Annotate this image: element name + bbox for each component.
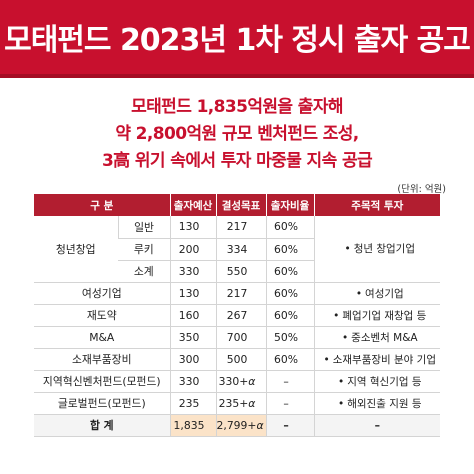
table-row: 재도약 160 267 60% • 폐업기업 재창업 등 xyxy=(34,304,441,327)
investment-cell: 350 xyxy=(169,326,217,349)
investment-cell: 300 xyxy=(169,348,217,371)
sub-category: 소계 xyxy=(118,260,171,283)
table-header-row: 구 분 출자예산 결성목표 출자비율 주목적 투자 xyxy=(34,194,441,216)
headline-line-1: 모태펀드 1,835억원을 출자해 xyxy=(131,97,343,117)
content-card: 모태펀드 1,835억원을 출자해 약 2,800억원 규모 벤처펀드 조성, … xyxy=(10,78,464,468)
target-cell: 217 xyxy=(215,282,267,305)
focus-text: 지역 혁신기업 등 xyxy=(347,375,422,388)
category-cell: 지역혁신벤처펀드(모펀드) xyxy=(34,370,171,393)
target-cell: 700 xyxy=(215,326,267,349)
sub-category: 루키 xyxy=(118,238,171,261)
target-alpha: α xyxy=(248,374,256,388)
target-alpha: α xyxy=(248,396,256,410)
focus-cell: • 지역 혁신기업 등 xyxy=(313,370,441,393)
table-row: 여성기업 130 217 60% • 여성기업 xyxy=(34,282,441,305)
table-row: 지역혁신벤처펀드(모펀드) 330 330+α – • 지역 혁신기업 등 xyxy=(34,370,441,393)
bullet-mark: • xyxy=(338,375,345,388)
total-label: 합 계 xyxy=(34,414,171,437)
focus-cell: • 중소벤처 M&A xyxy=(313,326,441,349)
investment-cell: 130 xyxy=(169,216,217,239)
ratio-cell: 60% xyxy=(265,304,315,327)
header-investment: 출자예산 xyxy=(169,194,217,216)
investment-cell: 235 xyxy=(169,392,217,415)
focus-text: 해외진출 지원 등 xyxy=(347,397,422,410)
table-row: 소재부품장비 300 500 60% • 소재부품장비 분야 기업 xyxy=(34,348,441,371)
total-row: 합 계 1,835 2,799+α – – xyxy=(34,414,441,437)
investment-cell: 130 xyxy=(169,282,217,305)
title-banner: 모태펀드 2023년 1차 정시 출자 공고 xyxy=(0,0,474,78)
target-cell: 267 xyxy=(215,304,267,327)
category-cell: 여성기업 xyxy=(34,282,171,305)
target-value: 330+ xyxy=(218,374,249,388)
table-row: 루키 200 334 60% xyxy=(34,238,440,261)
headline-line-3: 3高 위기 속에서 투자 마중물 지속 공급 xyxy=(101,151,373,171)
target-cell: 217 xyxy=(215,216,267,239)
header-category: 구 분 xyxy=(34,194,171,216)
investment-cell: 200 xyxy=(169,238,217,261)
header-ratio: 출자비율 xyxy=(265,194,315,216)
focus-cell: • 여성기업 xyxy=(313,282,441,305)
ratio-cell: – xyxy=(265,392,315,415)
table-row: 글로벌펀드(모펀드) 235 235+α – • 해외진출 지원 등 xyxy=(34,392,441,415)
target-cell: 330+α xyxy=(215,370,267,393)
target-value: 700 xyxy=(226,330,248,344)
focus-text: 여성기업 xyxy=(365,287,404,300)
category-cell: 재도약 xyxy=(34,304,171,327)
ratio-cell: 60% xyxy=(265,282,315,305)
sub-category: 일반 xyxy=(117,216,171,239)
group-label-youth: 청년창업 xyxy=(34,216,118,283)
ratio-cell: – xyxy=(265,370,315,393)
target-cell: 550 xyxy=(215,260,267,283)
focus-cell: • 해외진출 지원 등 xyxy=(313,392,441,415)
table-row: 소계 330 550 60% xyxy=(34,260,440,283)
total-target-alpha: α xyxy=(256,418,264,432)
target-cell: 334 xyxy=(215,238,267,261)
header-target: 결성목표 xyxy=(215,194,267,216)
bullet-mark: • xyxy=(341,331,349,344)
focus-text: 중소벤처 M&A xyxy=(351,331,418,344)
ratio-cell: 60% xyxy=(265,216,315,239)
target-value: 267 xyxy=(226,308,248,322)
investment-cell: 330 xyxy=(169,260,217,283)
target-value: 500 xyxy=(226,352,248,366)
focus-text: 청년 창업기업 xyxy=(353,243,416,256)
headline-line-2: 약 2,800억원 규모 벤처펀드 조성, xyxy=(115,124,359,144)
banner-title: 모태펀드 2023년 1차 정시 출자 공고 xyxy=(4,23,471,58)
ratio-cell: 50% xyxy=(265,326,315,349)
ratio-cell: 60% xyxy=(265,238,315,261)
bullet-mark: • xyxy=(323,353,330,366)
focus-cell: • 소재부품장비 분야 기업 xyxy=(313,348,441,371)
fund-table: 구 분 출자예산 결성목표 출자비율 주목적 투자 청년창업 일반 130 21… xyxy=(34,194,441,437)
focus-text: 소재부품장비 분야 기업 xyxy=(332,353,436,366)
bullet-mark: • xyxy=(355,287,363,300)
header-focus: 주목적 투자 xyxy=(313,194,441,216)
investment-cell: 160 xyxy=(169,304,217,327)
ratio-cell: 60% xyxy=(265,348,315,371)
total-target: 2,799+α xyxy=(215,414,267,437)
total-target-value: 2,799+ xyxy=(216,418,257,432)
category-cell: 글로벌펀드(모펀드) xyxy=(34,392,171,415)
unit-note: (단위: 억원) xyxy=(397,184,446,195)
ratio-cell: 60% xyxy=(265,260,315,283)
target-cell: 235+α xyxy=(215,392,267,415)
focus-cell: • 폐업기업 재창업 등 xyxy=(313,304,441,327)
investment-cell: 330 xyxy=(169,370,217,393)
category-cell: M&A xyxy=(34,326,171,349)
target-cell: 500 xyxy=(215,348,267,371)
total-focus: – xyxy=(313,414,441,437)
bullet-mark: • xyxy=(344,243,351,256)
target-value: 235+ xyxy=(218,396,249,410)
table-row: 청년창업 일반 130 217 60% • 청년 창업기업 xyxy=(34,216,441,283)
focus-cell: • 청년 창업기업 xyxy=(313,216,441,283)
target-value: 217 xyxy=(226,286,248,300)
headline: 모태펀드 1,835억원을 출자해 약 2,800억원 규모 벤처펀드 조성, … xyxy=(10,94,464,175)
category-cell: 소재부품장비 xyxy=(34,348,171,371)
table-row: M&A 350 700 50% • 중소벤처 M&A xyxy=(34,326,441,349)
bullet-mark: • xyxy=(338,397,345,410)
total-investment: 1,835 xyxy=(169,414,217,437)
focus-text: 폐업기업 재창업 등 xyxy=(342,309,427,322)
total-ratio: – xyxy=(265,414,315,437)
bullet-mark: • xyxy=(333,309,340,322)
